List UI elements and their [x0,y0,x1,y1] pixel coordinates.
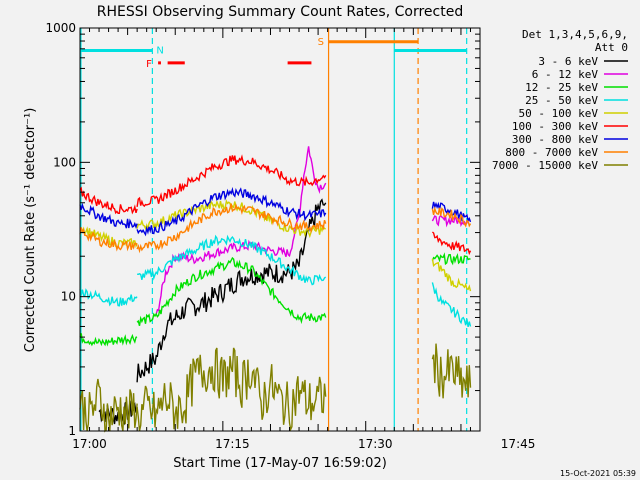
legend-entry-label: 50 - 100 keV [519,107,599,120]
series-2-segment-2 [431,252,471,266]
plot-frame [79,27,481,432]
legend-entry-label: 25 - 50 keV [525,94,598,107]
x-tick-label: 17:15 [215,437,250,451]
series-5-segment-0 [79,186,138,215]
series-6-segment-1 [136,186,327,237]
flag-label-f: F [146,59,152,70]
flag-label-n: N [156,45,163,56]
series-3-segment-2 [431,282,472,328]
series-2-segment-0 [79,333,138,347]
legend-entry-label: 7000 - 15000 keV [492,159,598,172]
legend-entry-label: 100 - 300 keV [512,120,598,133]
y-axis: 1 10 100 1000 [45,21,480,438]
legend-entry-label: 3 - 6 keV [538,55,598,68]
series-5-segment-2 [431,231,472,256]
series-7-segment-0 [79,227,138,252]
legend-entry-label: 6 - 12 keV [532,68,599,81]
chart-title: RHESSI Observing Summary Count Rates, Co… [97,4,463,20]
legend-header: Att 0 [595,41,628,54]
series-0-segment-1 [136,198,327,383]
series-4-segment-0 [79,226,138,249]
legend-header: Det 1,3,4,5,6,9, [522,28,628,41]
series-8-segment-0 [79,378,138,433]
series-group [79,146,472,433]
series-5-segment-1 [136,154,327,208]
series-6-segment-0 [79,202,138,229]
footer-timestamp: 15-Oct-2021 05:39 [560,469,636,478]
x-axis-label: Start Time (17-May-07 16:59:02) [173,456,387,471]
y-axis-label: Corrected Count Rate (s⁻¹ detector⁻¹) [23,108,38,353]
legend-entry-label: 800 - 7000 keV [505,146,598,159]
flag-bars [80,40,467,65]
x-tick-label: 17:30 [358,437,393,451]
series-2-segment-1 [136,256,327,326]
y-tick-label: 1 [68,424,76,438]
series-3-segment-1 [137,234,327,286]
x-tick-label: 17:00 [72,437,107,451]
series-8-segment-1 [136,347,327,432]
flag-label-s: S [318,37,324,48]
series-7-segment-2 [431,206,472,228]
series-7-segment-1 [136,203,327,254]
y-tick-label: 100 [53,155,76,169]
series-4-segment-2 [431,258,472,292]
legend-entry-label: 300 - 800 keV [512,133,598,146]
series-1-segment-0 [155,146,327,315]
legend-entry-label: 12 - 25 keV [525,81,598,94]
series-8-segment-2 [431,343,472,399]
series-3-segment-0 [79,288,138,307]
y-tick-label: 1000 [45,21,76,35]
flag-labels: NF S [146,37,324,70]
x-tick-label: 17:45 [501,437,536,451]
y-tick-label: 10 [61,290,76,304]
